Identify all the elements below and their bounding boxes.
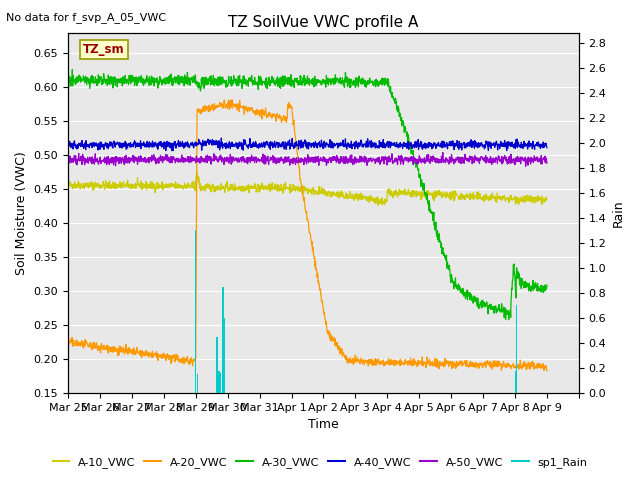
Title: TZ SoilVue VWC profile A: TZ SoilVue VWC profile A	[228, 15, 419, 30]
Text: No data for f_svp_A_05_VWC: No data for f_svp_A_05_VWC	[6, 12, 166, 23]
Text: TZ_sm: TZ_sm	[83, 43, 125, 56]
Bar	[218, 371, 220, 393]
Bar	[224, 318, 225, 393]
Bar	[220, 373, 221, 393]
Y-axis label: Soil Moisture (VWC): Soil Moisture (VWC)	[15, 151, 28, 275]
Bar	[216, 337, 218, 393]
Bar	[196, 374, 198, 393]
Bar	[515, 371, 516, 393]
Bar	[195, 230, 196, 393]
Legend: A-10_VWC, A-20_VWC, A-30_VWC, A-40_VWC, A-50_VWC, sp1_Rain: A-10_VWC, A-20_VWC, A-30_VWC, A-40_VWC, …	[48, 452, 592, 472]
Bar	[516, 305, 517, 393]
Y-axis label: Rain: Rain	[612, 199, 625, 227]
X-axis label: Time: Time	[308, 419, 339, 432]
